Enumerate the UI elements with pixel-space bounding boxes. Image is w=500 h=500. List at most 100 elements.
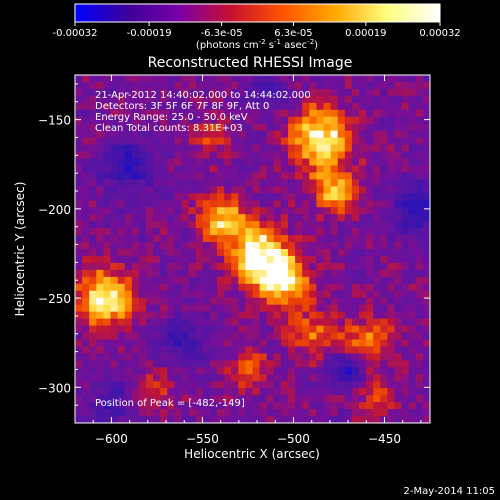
heatmap-cell <box>188 95 197 104</box>
heatmap-cell <box>359 262 367 271</box>
heatmap-cell <box>245 158 253 166</box>
heatmap-cell <box>117 102 126 111</box>
heatmap-cell <box>181 311 189 319</box>
heatmap-cell <box>202 318 211 326</box>
heatmap-cell <box>131 75 140 83</box>
heatmap-cell <box>89 346 97 354</box>
heatmap-cell <box>202 353 211 361</box>
heatmap-cell <box>252 388 260 396</box>
heatmap-cell <box>309 109 317 118</box>
heatmap-cell <box>138 318 147 326</box>
heatmap-cell <box>252 269 260 278</box>
heatmap-cell <box>124 311 133 319</box>
heatmap-cell <box>259 346 268 354</box>
heatmap-cell <box>153 130 161 139</box>
heatmap-cell <box>110 325 118 333</box>
heatmap-cell <box>181 235 189 243</box>
heatmap-cell <box>174 381 182 389</box>
heatmap-cell <box>103 416 111 424</box>
heatmap-cell <box>387 151 395 159</box>
heatmap-cell <box>231 123 239 132</box>
heatmap-cell <box>330 297 339 306</box>
heatmap-cell <box>288 235 296 243</box>
heatmap-cell <box>131 88 140 97</box>
heatmap-cell <box>238 116 246 125</box>
heatmap-cell <box>408 318 417 326</box>
heatmap-cell <box>401 332 410 340</box>
heatmap-cell <box>238 137 246 145</box>
heatmap-cell <box>373 242 381 250</box>
heatmap-cell <box>89 311 97 319</box>
heatmap-cell <box>323 193 331 201</box>
heatmap-cell <box>401 255 410 264</box>
heatmap-cell <box>373 172 381 180</box>
heatmap-cell <box>366 276 374 285</box>
heatmap-cell <box>266 346 275 354</box>
heatmap-cell <box>89 269 97 278</box>
heatmap-cell <box>252 353 260 361</box>
heatmap-cell <box>309 116 317 125</box>
heatmap-cell <box>167 395 175 403</box>
heatmap-cell <box>351 402 360 410</box>
heatmap-cell <box>96 123 104 132</box>
heatmap-cell <box>394 283 402 292</box>
heatmap-cell <box>330 221 339 229</box>
heatmap-cell <box>103 395 111 403</box>
heatmap-cell <box>380 144 388 152</box>
heatmap-cell <box>103 353 111 361</box>
heatmap-cell <box>110 186 118 194</box>
heatmap-cell <box>344 144 353 152</box>
heatmap-cell <box>408 249 417 257</box>
heatmap-cell <box>394 346 402 354</box>
heatmap-cell <box>167 158 175 166</box>
heatmap-cell <box>380 151 388 159</box>
heatmap-cell <box>309 102 317 111</box>
colorbar-tick-label: -0.00032 <box>53 28 98 39</box>
heatmap-cell <box>188 165 197 173</box>
heatmap-cell <box>202 360 211 368</box>
heatmap-cell <box>153 102 161 111</box>
heatmap-cell <box>117 332 126 340</box>
heatmap-cell <box>344 367 353 375</box>
heatmap-cell <box>401 221 410 229</box>
heatmap-cell <box>415 200 424 208</box>
heatmap-cell <box>195 346 204 354</box>
heatmap-cell <box>82 381 90 389</box>
heatmap-cell <box>394 374 402 382</box>
heatmap-cell <box>422 249 431 257</box>
heatmap-cell <box>202 395 211 403</box>
heatmap-cell <box>280 214 289 222</box>
heatmap-cell <box>224 228 232 236</box>
heatmap-cell <box>295 388 303 396</box>
heatmap-cell <box>238 81 246 90</box>
heatmap-cell <box>316 276 324 285</box>
heatmap-cell <box>295 200 303 208</box>
plot-frame <box>74 74 431 424</box>
heatmap-cell <box>160 416 168 424</box>
heatmap-cell <box>359 290 367 299</box>
heatmap-cell <box>89 409 97 417</box>
heatmap-cell <box>422 304 431 313</box>
heatmap-cell <box>96 304 104 313</box>
heatmap-cell <box>323 360 331 368</box>
heatmap-cell <box>259 339 268 347</box>
heatmap-cell <box>422 137 431 145</box>
heatmap-cell <box>401 102 410 111</box>
heatmap-cell <box>103 179 111 187</box>
heatmap-cell <box>195 374 204 382</box>
heatmap-cell <box>174 75 182 83</box>
heatmap-cell <box>295 179 303 187</box>
heatmap-cell <box>231 353 239 361</box>
heatmap-cell <box>380 360 388 368</box>
timestamp: 2-May-2014 11:05 <box>403 486 495 497</box>
heatmap-cell <box>387 255 395 264</box>
heatmap-cell <box>380 228 388 236</box>
heatmap-cell <box>188 242 197 250</box>
heatmap-cell <box>89 353 97 361</box>
heatmap-cell <box>323 388 331 396</box>
heatmap-cell <box>302 123 310 132</box>
heatmap-cell <box>209 144 218 152</box>
heatmap-cell <box>359 395 367 403</box>
heatmap-cell <box>146 158 154 166</box>
heatmap-cell <box>373 409 381 417</box>
